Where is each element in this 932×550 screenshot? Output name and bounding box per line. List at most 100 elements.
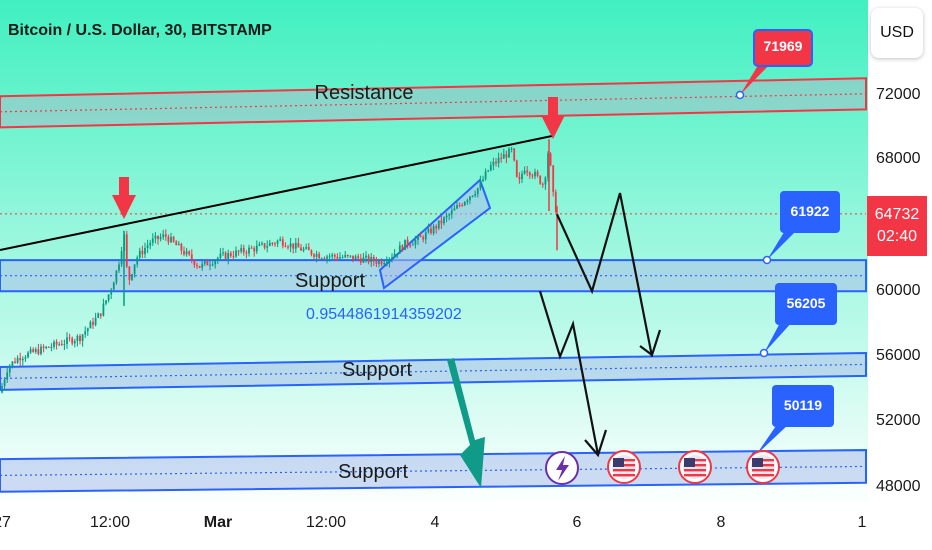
candle <box>326 256 328 259</box>
candle <box>336 256 339 259</box>
candle <box>297 242 300 248</box>
x-tick: 4 <box>430 514 440 531</box>
candle <box>180 243 183 251</box>
candle <box>141 250 144 255</box>
y-tick: 60000 <box>876 282 921 299</box>
candle <box>461 205 464 207</box>
candle <box>482 179 484 182</box>
candle <box>388 258 391 263</box>
candle <box>536 171 539 176</box>
candle <box>136 257 139 265</box>
trend-line <box>0 135 553 251</box>
candle <box>435 226 438 229</box>
candle <box>255 245 258 252</box>
callout-bubble-anchor <box>762 255 772 265</box>
candle <box>276 240 279 244</box>
candle <box>302 248 305 251</box>
candle <box>188 251 191 255</box>
candle <box>489 165 492 171</box>
candle <box>310 250 313 255</box>
candle <box>154 235 157 239</box>
support-label: Support <box>341 359 413 381</box>
x-tick: 8 <box>716 514 726 531</box>
candle <box>1 386 3 393</box>
time-axis-background <box>0 510 932 550</box>
candle <box>99 313 102 316</box>
candle <box>508 148 510 158</box>
candle <box>424 232 427 240</box>
lightning-icon-bolt <box>556 456 569 481</box>
candle <box>339 257 341 259</box>
candle <box>84 331 87 335</box>
candle <box>248 247 250 254</box>
candle <box>552 165 555 192</box>
x-tick: 12:00 <box>305 514 347 531</box>
candle <box>497 157 500 164</box>
callout-bubble <box>775 283 837 325</box>
candle <box>47 346 50 348</box>
down-arrow-icon <box>112 177 136 219</box>
us-flag-icon-stripe <box>613 474 635 477</box>
candle <box>396 253 399 255</box>
callout-bubble-pointer <box>764 321 793 353</box>
candle <box>162 234 165 238</box>
callout-label: 50119 <box>783 397 823 413</box>
candle <box>554 191 557 212</box>
support-zone <box>0 449 867 493</box>
callout-bubble-pointer <box>740 62 772 95</box>
candle <box>380 260 383 265</box>
support-zone-mid <box>0 465 867 477</box>
candle <box>541 183 544 185</box>
candle <box>378 260 380 264</box>
x-tick: 1 <box>857 514 867 531</box>
last-price-value: 64732 <box>874 206 920 223</box>
candle <box>29 349 32 353</box>
candle <box>476 188 479 194</box>
candle <box>16 358 19 363</box>
candle <box>118 264 120 271</box>
candle <box>333 254 336 257</box>
candle <box>266 245 269 248</box>
candle <box>68 337 71 339</box>
candle <box>406 239 409 246</box>
candle <box>112 282 115 290</box>
us-flag-icon-stripe <box>684 469 706 472</box>
candle <box>521 173 523 180</box>
y-tick: 72000 <box>876 86 921 103</box>
projection-arrowhead <box>639 329 662 357</box>
candle <box>92 321 94 325</box>
candle <box>534 171 536 177</box>
candle <box>445 215 448 218</box>
candle <box>198 266 201 268</box>
candle <box>149 242 152 246</box>
candle <box>505 154 508 158</box>
candle <box>34 349 37 352</box>
candle <box>183 250 185 255</box>
candle <box>367 255 370 263</box>
candle <box>258 244 261 246</box>
candle <box>495 161 497 164</box>
callout-bubble <box>753 29 813 67</box>
currency-button[interactable]: USD <box>871 8 923 58</box>
support-label: Support <box>294 270 366 292</box>
candle <box>216 258 219 261</box>
candle <box>131 274 133 280</box>
candle <box>8 365 11 373</box>
us-flag-icon-canton <box>613 458 624 467</box>
callout-bubble <box>772 385 834 427</box>
candle <box>513 148 516 161</box>
candle <box>97 313 100 318</box>
candle <box>45 346 48 349</box>
candle <box>253 248 256 252</box>
candle <box>315 253 318 257</box>
candle <box>235 250 237 257</box>
candle <box>469 196 471 201</box>
chart-title: Bitcoin / U.S. Dollar, 30, BITSTAMP <box>8 22 272 39</box>
us-flag-icon-canton <box>684 458 695 467</box>
callout-bubble-pointer <box>767 229 798 260</box>
x-tick: 27 <box>0 514 11 531</box>
candle <box>458 205 461 207</box>
candle <box>305 247 308 249</box>
candle <box>487 170 490 172</box>
